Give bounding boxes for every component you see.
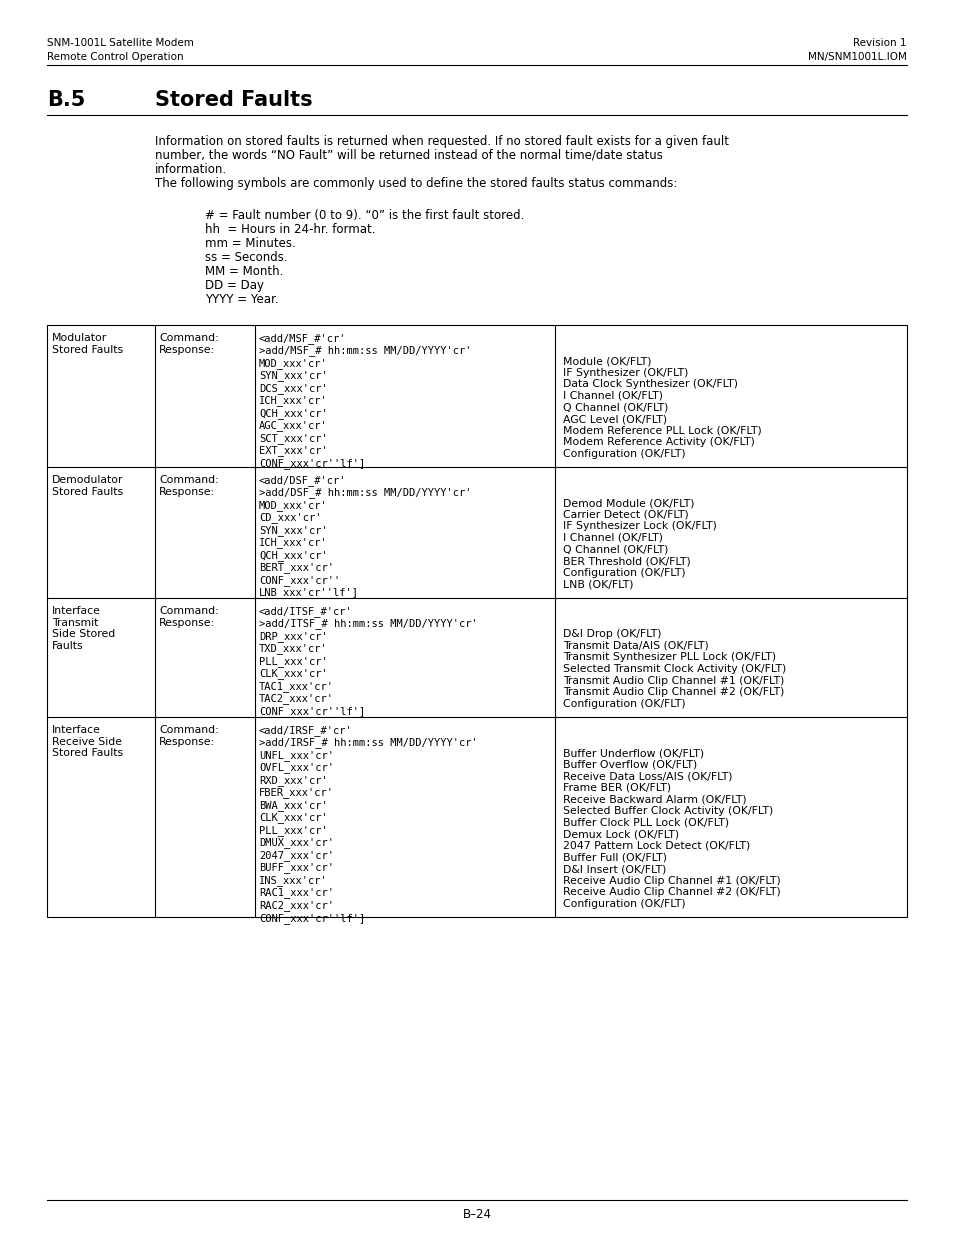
Text: Command:
Response:: Command: Response:: [159, 475, 218, 496]
Text: Command:
Response:: Command: Response:: [159, 606, 218, 627]
Bar: [47, 325, 906, 918]
Text: # = Fault number (0 to 9). “0” is the first fault stored.: # = Fault number (0 to 9). “0” is the fi…: [205, 209, 524, 222]
Text: Stored Faults: Stored Faults: [154, 90, 313, 110]
Text: <add/IRSF_#'cr'
>add/IRSF_# hh:mm:ss MM/DD/YYYY'cr'
UNFL_xxx'cr'
OVFL_xxx'cr'
RX: <add/IRSF_#'cr' >add/IRSF_# hh:mm:ss MM/…: [258, 725, 477, 924]
Text: MN/SNM1001L.IOM: MN/SNM1001L.IOM: [807, 52, 906, 62]
Text: hh  = Hours in 24-hr. format.: hh = Hours in 24-hr. format.: [205, 224, 375, 236]
Text: Module (OK/FLT)
IF Synthesizer (OK/FLT)
Data Clock Synthesizer (OK/FLT)
I Channe: Module (OK/FLT) IF Synthesizer (OK/FLT) …: [562, 333, 760, 459]
Text: MM = Month.: MM = Month.: [205, 266, 283, 278]
Text: B.5: B.5: [47, 90, 85, 110]
Text: YYYY = Year.: YYYY = Year.: [205, 293, 278, 306]
Text: Demodulator
Stored Faults: Demodulator Stored Faults: [52, 475, 123, 496]
Text: Buffer Underflow (OK/FLT)
Buffer Overflow (OK/FLT)
Receive Data Loss/AIS (OK/FLT: Buffer Underflow (OK/FLT) Buffer Overflo…: [562, 725, 780, 909]
Text: Interface
Receive Side
Stored Faults: Interface Receive Side Stored Faults: [52, 725, 123, 758]
Text: information.: information.: [154, 163, 227, 177]
Text: mm = Minutes.: mm = Minutes.: [205, 237, 295, 249]
Text: Modulator
Stored Faults: Modulator Stored Faults: [52, 333, 123, 354]
Text: Command:
Response:: Command: Response:: [159, 333, 218, 354]
Text: <add/DSF_#'cr'
>add/DSF_# hh:mm:ss MM/DD/YYYY'cr'
MOD_xxx'cr'
CD_xxx'cr'
SYN_xxx: <add/DSF_#'cr' >add/DSF_# hh:mm:ss MM/DD…: [258, 475, 471, 599]
Text: ss = Seconds.: ss = Seconds.: [205, 251, 287, 264]
Text: Revision 1: Revision 1: [853, 38, 906, 48]
Text: SNM-1001L Satellite Modem: SNM-1001L Satellite Modem: [47, 38, 193, 48]
Text: Interface
Transmit
Side Stored
Faults: Interface Transmit Side Stored Faults: [52, 606, 115, 651]
Text: B–24: B–24: [462, 1208, 491, 1221]
Text: D&I Drop (OK/FLT)
Transmit Data/AIS (OK/FLT)
Transmit Synthesizer PLL Lock (OK/F: D&I Drop (OK/FLT) Transmit Data/AIS (OK/…: [562, 606, 785, 709]
Text: Command:
Response:: Command: Response:: [159, 725, 218, 747]
Text: Demod Module (OK/FLT)
Carrier Detect (OK/FLT)
IF Synthesizer Lock (OK/FLT)
I Cha: Demod Module (OK/FLT) Carrier Detect (OK…: [562, 475, 716, 589]
Text: The following symbols are commonly used to define the stored faults status comma: The following symbols are commonly used …: [154, 177, 677, 190]
Text: Remote Control Operation: Remote Control Operation: [47, 52, 183, 62]
Text: Information on stored faults is returned when requested. If no stored fault exis: Information on stored faults is returned…: [154, 135, 728, 148]
Text: number, the words “NO Fault” will be returned instead of the normal time/date st: number, the words “NO Fault” will be ret…: [154, 149, 662, 162]
Text: <add/MSF_#'cr'
>add/MSF_# hh:mm:ss MM/DD/YYYY'cr'
MOD_xxx'cr'
SYN_xxx'cr'
DCS_xx: <add/MSF_#'cr' >add/MSF_# hh:mm:ss MM/DD…: [258, 333, 471, 469]
Text: DD = Day: DD = Day: [205, 279, 264, 291]
Text: <add/ITSF_#'cr'
>add/ITSF_# hh:mm:ss MM/DD/YYYY'cr'
DRP_xxx'cr'
TXD_xxx'cr'
PLL_: <add/ITSF_#'cr' >add/ITSF_# hh:mm:ss MM/…: [258, 606, 477, 718]
